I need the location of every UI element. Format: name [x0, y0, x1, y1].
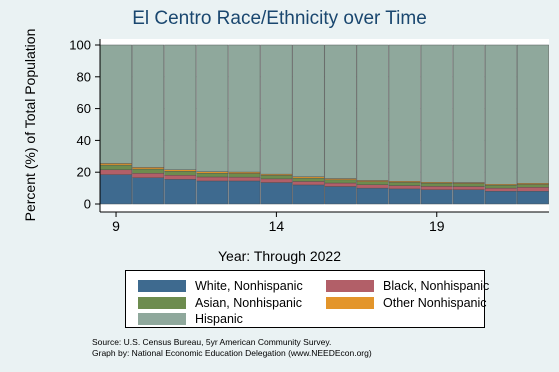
bar-segment-black: [292, 181, 325, 186]
source-note: Source: U.S. Census Bureau, 5yr American…: [92, 337, 332, 347]
bar-segment-asian: [164, 171, 197, 176]
bar-segment-other: [164, 169, 197, 172]
legend-item-asian: Asian, Nonhispanic: [138, 296, 302, 310]
bar-segment-white: [420, 189, 453, 205]
bar-segment-other: [100, 163, 132, 166]
bar-segment-hispanic: [260, 44, 293, 175]
bar-segment-other: [228, 171, 261, 174]
legend: White, Nonhispanic Black, Nonhispanic As…: [125, 270, 489, 328]
legend-label-hispanic: Hispanic: [195, 312, 243, 326]
bar-segment-asian: [196, 172, 229, 178]
bar-segment-asian: [100, 164, 132, 171]
bar-segment-hispanic: [517, 44, 549, 184]
legend-swatch-black: [326, 280, 374, 292]
bar-segment-black: [132, 173, 165, 178]
bar-segment-asian: [452, 183, 485, 187]
bar-segment-black: [100, 169, 132, 175]
y-tick-label: 80: [77, 69, 91, 84]
bar-segment-asian: [388, 182, 421, 186]
bar-segment-black: [484, 187, 517, 192]
axis-layer: 0 20 40 60 80 100 9 14 19: [69, 38, 549, 234]
legend-swatch-hispanic: [138, 313, 186, 325]
bar-segment-black: [388, 185, 421, 190]
bar-segment-black: [260, 178, 293, 183]
bar-segment-black: [356, 184, 389, 189]
bar-segment-white: [292, 184, 325, 205]
bars-layer: [100, 44, 549, 205]
legend-label-white: White, Nonhispanic: [195, 279, 303, 293]
bar-segment-hispanic: [388, 44, 421, 182]
bar-segment-white: [452, 189, 485, 205]
legend-label-other: Other Nonhispanic: [383, 296, 487, 310]
bar-segment-hispanic: [164, 44, 197, 171]
bar-segment-asian: [420, 182, 453, 187]
bar-segment-black: [452, 186, 485, 190]
y-tick-label: 0: [84, 197, 91, 212]
bar-segment-asian: [324, 179, 357, 184]
bar-segment-black: [420, 186, 453, 190]
legend-swatch-asian: [138, 297, 186, 309]
bar-segment-asian: [292, 177, 325, 182]
bar-segment-white: [260, 182, 293, 205]
bar-segment-asian: [260, 175, 293, 180]
bar-segment-white: [228, 180, 261, 205]
legend-item-black: Black, Nonhispanic: [326, 279, 489, 293]
bar-segment-asian: [484, 185, 517, 189]
bar-segment-black: [228, 176, 261, 182]
bar-segment-hispanic: [100, 44, 132, 164]
bar-segment-black: [517, 187, 549, 192]
bar-segment-black: [196, 176, 229, 182]
bar-segment-white: [132, 177, 165, 205]
bar-segment-asian: [228, 173, 261, 178]
bar-segment-other: [132, 167, 165, 170]
bar-segment-white: [356, 187, 389, 205]
bar-segment-asian: [132, 168, 165, 174]
bar-segment-white: [324, 186, 357, 205]
bar-segment-white: [100, 174, 132, 205]
x-tick-label: 14: [269, 218, 285, 234]
bar-segment-hispanic: [452, 44, 485, 183]
y-tick-label: 40: [77, 133, 91, 148]
y-tick-label: 100: [69, 38, 91, 53]
bar-segment-other: [196, 171, 229, 174]
y-tick-label: 60: [77, 101, 91, 116]
legend-swatch-other: [326, 297, 374, 309]
bar-segment-hispanic: [324, 44, 357, 179]
bar-segment-hispanic: [484, 44, 517, 185]
x-tick-label: 19: [429, 218, 445, 234]
legend-item-hispanic: Hispanic: [138, 312, 243, 326]
bar-segment-hispanic: [356, 44, 389, 181]
legend-item-other: Other Nonhispanic: [326, 296, 487, 310]
bar-segment-white: [388, 188, 421, 205]
legend-item-white: White, Nonhispanic: [138, 279, 303, 293]
bar-segment-white: [196, 180, 229, 205]
bar-segment-hispanic: [132, 44, 165, 168]
bar-segment-white: [164, 179, 197, 205]
bar-segment-black: [324, 182, 357, 187]
bar-segment-white: [517, 191, 549, 205]
bar-segment-white: [484, 191, 517, 205]
chart-title: El Centro Race/Ethnicity over Time: [132, 8, 427, 29]
bar-segment-hispanic: [420, 44, 453, 183]
bar-segment-asian: [356, 181, 389, 185]
bar-segment-hispanic: [292, 44, 325, 178]
bar-segment-hispanic: [228, 44, 261, 173]
bar-segment-asian: [517, 184, 549, 188]
legend-label-black: Black, Nonhispanic: [383, 279, 490, 293]
x-axis-label: Year: Through 2022: [218, 248, 341, 264]
bar-segment-hispanic: [196, 44, 229, 172]
legend-swatch-white: [138, 280, 186, 292]
legend-label-asian: Asian, Nonhispanic: [195, 296, 303, 310]
bar-segment-black: [164, 175, 197, 180]
x-tick-label: 9: [112, 218, 120, 234]
credit-note: Graph by: National Economic Education De…: [92, 348, 372, 358]
y-tick-label: 20: [77, 165, 91, 180]
